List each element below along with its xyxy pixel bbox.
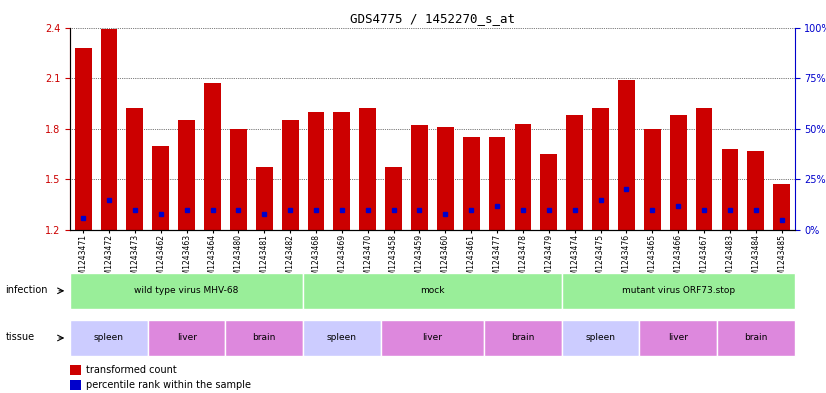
- Bar: [230, 129, 247, 230]
- Bar: [489, 137, 506, 230]
- Text: spleen: spleen: [586, 334, 615, 342]
- Bar: [70, 380, 81, 390]
- Text: GDS4775 / 1452270_s_at: GDS4775 / 1452270_s_at: [350, 12, 515, 25]
- Text: wild type virus MHV-68: wild type virus MHV-68: [135, 286, 239, 295]
- Bar: [722, 149, 738, 230]
- Bar: [385, 167, 402, 230]
- Text: liver: liver: [177, 334, 197, 342]
- Text: liver: liver: [668, 334, 688, 342]
- Bar: [74, 48, 92, 230]
- Bar: [695, 108, 713, 230]
- Text: brain: brain: [744, 334, 767, 342]
- Text: mock: mock: [420, 286, 444, 295]
- Bar: [644, 129, 661, 230]
- Bar: [437, 127, 453, 230]
- Bar: [515, 124, 531, 230]
- Text: brain: brain: [511, 334, 534, 342]
- Bar: [463, 137, 480, 230]
- Text: transformed count: transformed count: [86, 365, 177, 375]
- Bar: [592, 108, 609, 230]
- Bar: [307, 112, 325, 230]
- Text: tissue: tissue: [6, 332, 35, 342]
- Text: spleen: spleen: [327, 334, 357, 342]
- Bar: [256, 167, 273, 230]
- Bar: [152, 145, 169, 230]
- Text: brain: brain: [253, 334, 276, 342]
- Bar: [773, 184, 790, 230]
- Text: spleen: spleen: [94, 334, 124, 342]
- Bar: [70, 365, 81, 375]
- Bar: [204, 83, 221, 230]
- Text: liver: liver: [422, 334, 443, 342]
- Bar: [748, 151, 764, 230]
- Bar: [540, 154, 558, 230]
- Text: mutant virus ORF73.stop: mutant virus ORF73.stop: [622, 286, 735, 295]
- Text: infection: infection: [6, 285, 48, 295]
- Bar: [567, 115, 583, 230]
- Bar: [178, 120, 195, 230]
- Bar: [618, 80, 635, 230]
- Text: percentile rank within the sample: percentile rank within the sample: [86, 380, 251, 390]
- Bar: [670, 115, 686, 230]
- Bar: [334, 112, 350, 230]
- Bar: [101, 29, 117, 230]
- Bar: [282, 120, 298, 230]
- Bar: [359, 108, 376, 230]
- Bar: [411, 125, 428, 230]
- Bar: [126, 108, 143, 230]
